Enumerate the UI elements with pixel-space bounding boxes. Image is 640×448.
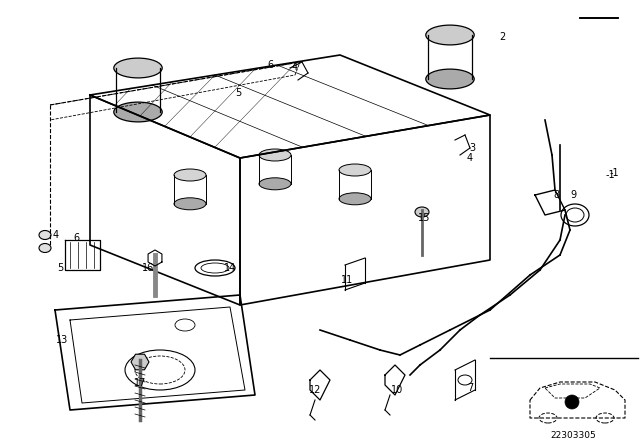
Ellipse shape — [39, 244, 51, 253]
Ellipse shape — [415, 207, 429, 217]
Text: 12: 12 — [309, 385, 321, 395]
Text: 7: 7 — [467, 383, 473, 393]
Text: 10: 10 — [391, 385, 403, 395]
Ellipse shape — [339, 193, 371, 205]
Ellipse shape — [174, 169, 206, 181]
Text: -1: -1 — [605, 170, 615, 180]
Text: 14: 14 — [224, 263, 236, 273]
Text: 11: 11 — [341, 275, 353, 285]
Ellipse shape — [114, 58, 162, 78]
Text: -1: -1 — [609, 168, 619, 178]
Ellipse shape — [539, 413, 557, 423]
Text: 5: 5 — [235, 88, 241, 98]
Ellipse shape — [596, 413, 614, 423]
Text: 6: 6 — [73, 233, 79, 243]
Circle shape — [565, 395, 579, 409]
Text: 9: 9 — [570, 190, 576, 200]
Ellipse shape — [259, 178, 291, 190]
Text: 4: 4 — [467, 153, 473, 163]
Ellipse shape — [114, 102, 162, 122]
Text: 16: 16 — [142, 263, 154, 273]
Text: 4: 4 — [53, 230, 59, 240]
Polygon shape — [131, 354, 149, 370]
Text: 17: 17 — [134, 378, 146, 388]
Text: 15: 15 — [418, 213, 430, 223]
Ellipse shape — [174, 198, 206, 210]
Ellipse shape — [39, 231, 51, 240]
Text: 5: 5 — [57, 263, 63, 273]
Ellipse shape — [426, 25, 474, 45]
Text: 8: 8 — [553, 190, 559, 200]
Ellipse shape — [259, 149, 291, 161]
Text: 2: 2 — [499, 32, 505, 42]
Text: 3: 3 — [469, 143, 475, 153]
Text: 13: 13 — [56, 335, 68, 345]
Text: 6: 6 — [267, 60, 273, 70]
Ellipse shape — [339, 164, 371, 176]
Text: 4: 4 — [292, 62, 298, 72]
Text: 22303305: 22303305 — [550, 431, 596, 439]
Ellipse shape — [426, 69, 474, 89]
